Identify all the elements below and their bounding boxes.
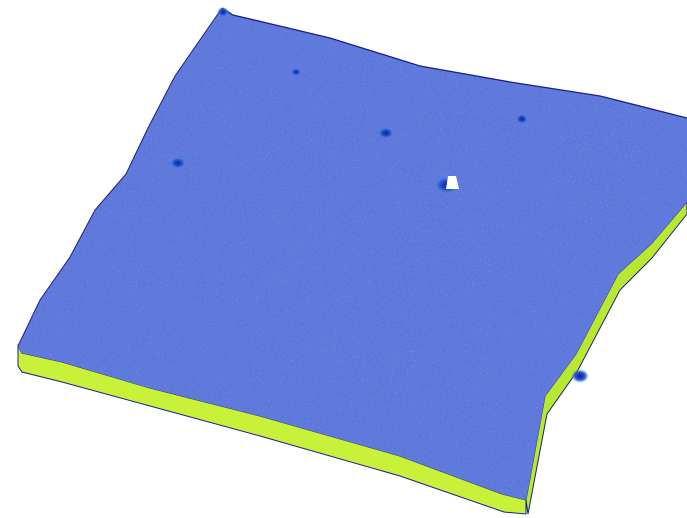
peak-highlight — [446, 176, 459, 189]
surface-edge-outline — [221, 7, 687, 119]
pit-marker — [516, 114, 528, 124]
pit-marker — [170, 157, 186, 169]
pit-marker — [571, 369, 589, 383]
front-side-wall — [17, 344, 527, 515]
surface-left-edge — [17, 7, 223, 347]
pit-marker — [291, 68, 301, 76]
pit-marker — [378, 127, 394, 139]
pit-marker — [217, 7, 229, 17]
